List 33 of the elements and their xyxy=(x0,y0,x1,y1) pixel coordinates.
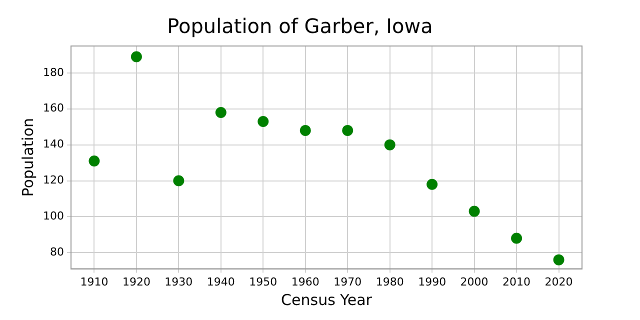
point xyxy=(511,232,522,244)
y-tick-label: 120 xyxy=(42,174,64,187)
y-tick-label: 180 xyxy=(42,66,64,79)
y-tick-label: 80 xyxy=(50,245,64,258)
point xyxy=(426,178,438,190)
y-tick-label: 140 xyxy=(42,138,64,151)
point xyxy=(342,124,354,136)
point xyxy=(215,106,226,118)
y-axis-title: Population xyxy=(18,118,37,197)
x-tick-label: 1950 xyxy=(249,275,278,288)
point xyxy=(88,155,100,166)
point xyxy=(553,254,564,266)
x-tick-label: 2020 xyxy=(544,275,573,288)
point xyxy=(258,116,269,127)
x-tick-label: 1940 xyxy=(206,275,235,288)
chart-title: Population of Garber, Iowa xyxy=(167,14,433,38)
point xyxy=(300,124,311,136)
y-tick-label: 160 xyxy=(42,102,64,115)
x-tick-label: 1920 xyxy=(122,275,150,288)
point xyxy=(468,206,480,217)
x-tick-label: 1980 xyxy=(376,275,404,288)
point xyxy=(384,139,396,150)
point xyxy=(130,51,142,62)
x-tick-label: 1910 xyxy=(80,275,108,288)
x-tick-label: 2010 xyxy=(502,275,531,288)
y-tick-label: 100 xyxy=(42,210,64,223)
x-axis-title: Census Year xyxy=(281,290,373,309)
x-tick-label: 1960 xyxy=(291,275,320,288)
x-tick-label: 1970 xyxy=(334,275,362,288)
x-tick-label: 1930 xyxy=(164,275,193,288)
x-tick-label: 1990 xyxy=(418,275,446,288)
point xyxy=(173,175,184,186)
x-tick-label: 2000 xyxy=(460,275,488,288)
